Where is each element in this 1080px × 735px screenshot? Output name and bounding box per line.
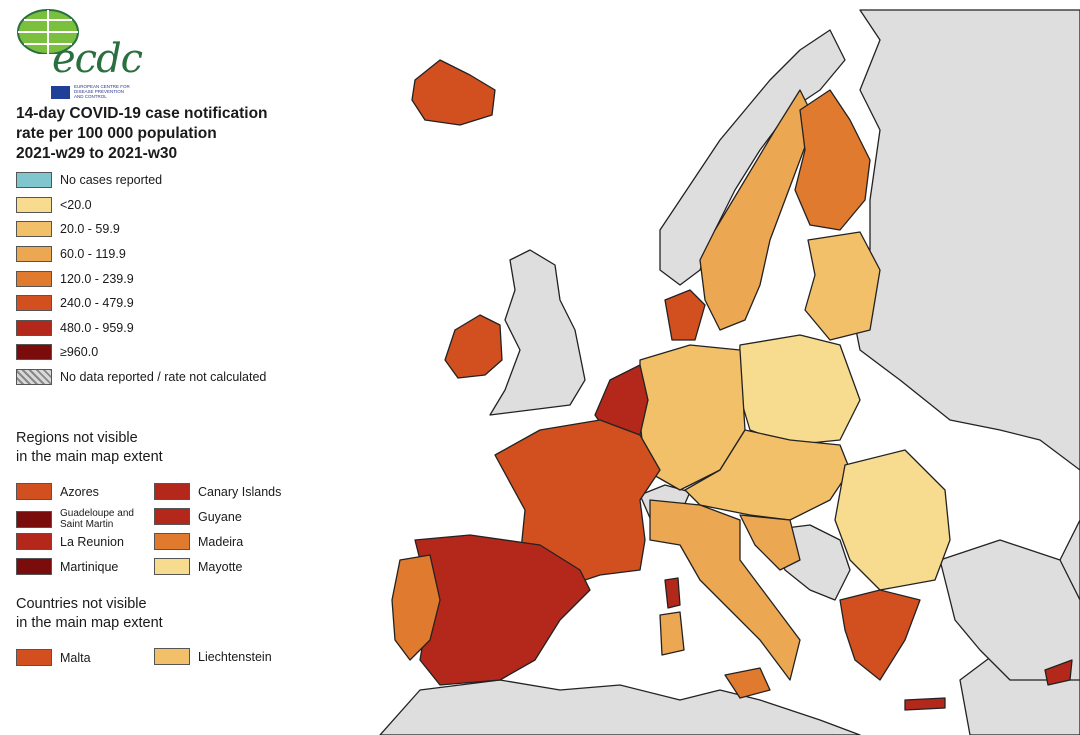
legend-item: 60.0 - 119.9	[16, 245, 126, 262]
map-portugal	[391, 554, 441, 661]
map-greece	[839, 589, 921, 681]
legend-item: <20.0	[16, 196, 92, 213]
region-item: Guyane	[154, 508, 242, 525]
map-baltics	[804, 231, 881, 341]
map-north-africa	[379, 679, 861, 735]
eu-flag-icon	[51, 86, 70, 99]
region-item: Martinique	[16, 558, 118, 575]
region-item: Mayotte	[154, 558, 242, 575]
map-italy	[649, 499, 801, 681]
region-item: Madeira	[154, 533, 243, 550]
legend-item: 120.0 - 239.9	[16, 270, 134, 287]
map-sicily	[724, 667, 771, 699]
legend-item: ≥960.0	[16, 343, 98, 360]
map-uk	[489, 249, 586, 416]
ecdc-logo: ecdc EUROPEAN CENTRE FOR DISEASE PREVENT…	[14, 6, 143, 99]
map-non-eu-east	[849, 9, 1080, 735]
map-spain	[414, 534, 591, 686]
legend-item: No data reported / rate not calculated	[16, 368, 266, 385]
legend-item: 20.0 - 59.9	[16, 220, 120, 237]
region-item: Azores	[16, 483, 99, 500]
map-romania-bulgaria	[834, 449, 951, 591]
region-item: La Reunion	[16, 533, 124, 550]
map-crete	[904, 697, 946, 711]
map-sweden	[699, 89, 816, 331]
map-turkey	[939, 539, 1080, 681]
map-central	[684, 429, 851, 521]
map-corsica	[664, 577, 681, 609]
logo-subtitle: EUROPEAN CENTRE FOR DISEASE PREVENTION A…	[74, 84, 130, 99]
map-title: 14-day COVID-19 case notification rate p…	[16, 105, 268, 162]
map-finland	[794, 89, 871, 231]
legend-item: 240.0 - 479.9	[16, 294, 134, 311]
map-poland	[737, 334, 861, 446]
map-sardinia	[659, 611, 685, 656]
region-item: Canary Islands	[154, 483, 281, 500]
globe-icon	[17, 9, 79, 54]
legend-item: 480.0 - 959.9	[16, 319, 134, 336]
region-item: Guadeloupe and Saint Martin	[16, 508, 150, 530]
map-ireland	[444, 314, 503, 379]
regions-heading: Regions not visible in the main map exte…	[16, 430, 163, 465]
countries-heading: Countries not visible in the main map ex…	[16, 596, 163, 631]
country-item: Malta	[16, 649, 91, 666]
map-croatia	[739, 514, 801, 571]
country-item: Liechtenstein	[154, 648, 272, 665]
logo-wordmark: ecdc	[52, 36, 143, 82]
legend-item: No cases reported	[16, 171, 162, 188]
map-iceland	[411, 59, 496, 126]
map-denmark	[664, 289, 706, 341]
map-cyprus	[1044, 659, 1073, 686]
